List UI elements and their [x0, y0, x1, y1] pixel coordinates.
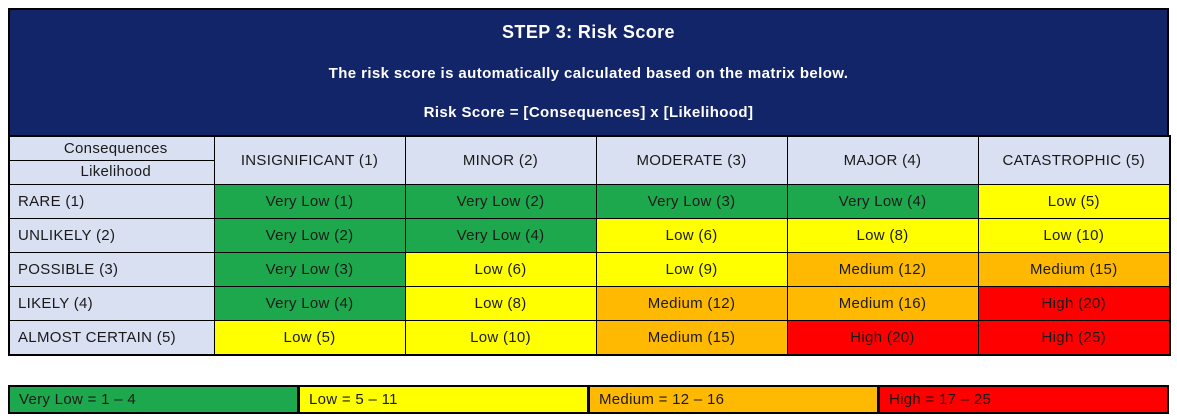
column-header-major: MAJOR (4): [786, 135, 979, 185]
row-label: ALMOST CERTAIN (5): [8, 320, 215, 355]
risk-matrix-table: Consequences Likelihood INSIGNIFICANT (1…: [8, 135, 1171, 356]
risk-cell: Medium (12): [595, 286, 788, 321]
matrix-row-unlikely: UNLIKELY (2) Very Low (2) Very Low (4) L…: [8, 218, 1171, 253]
risk-cell: Very Low (2): [404, 184, 597, 219]
risk-cell: Very Low (1): [213, 184, 406, 219]
risk-cell: Very Low (3): [595, 184, 788, 219]
column-header-moderate: MODERATE (3): [595, 135, 788, 185]
risk-cell: Low (10): [977, 218, 1171, 253]
risk-cell: Low (9): [595, 252, 788, 287]
risk-cell: High (25): [977, 320, 1171, 355]
risk-cell: Medium (15): [977, 252, 1171, 287]
risk-cell: Low (5): [977, 184, 1171, 219]
risk-cell: High (20): [786, 320, 979, 355]
risk-cell: Very Low (2): [213, 218, 406, 253]
risk-score-formula: Risk Score = [Consequences] x [Likelihoo…: [423, 104, 754, 121]
row-label: POSSIBLE (3): [8, 252, 215, 287]
likelihood-label: Likelihood: [80, 163, 152, 180]
corner-cell: Consequences Likelihood: [8, 135, 215, 185]
column-header-insignificant: INSIGNIFICANT (1): [213, 135, 406, 185]
legend-high: High = 17 – 25: [879, 385, 1169, 414]
risk-cell: Low (6): [404, 252, 597, 287]
risk-cell: Low (6): [595, 218, 788, 253]
matrix-row-possible: POSSIBLE (3) Very Low (3) Low (6) Low (9…: [8, 252, 1171, 287]
legend-very-low: Very Low = 1 – 4: [8, 385, 299, 414]
risk-cell: Very Low (3): [213, 252, 406, 287]
risk-cell: High (20): [977, 286, 1171, 321]
column-header-catastrophic: CATASTROPHIC (5): [977, 135, 1171, 185]
risk-cell: Low (10): [404, 320, 597, 355]
risk-matrix-block: STEP 3: Risk Score The risk score is aut…: [8, 8, 1171, 356]
matrix-row-rare: RARE (1) Very Low (1) Very Low (2) Very …: [8, 184, 1171, 219]
row-label: RARE (1): [8, 184, 215, 219]
banner-subtitle: The risk score is automatically calculat…: [328, 65, 849, 82]
risk-cell: Low (8): [404, 286, 597, 321]
risk-cell: Medium (12): [786, 252, 979, 287]
risk-cell: Very Low (4): [786, 184, 979, 219]
risk-cell: Very Low (4): [404, 218, 597, 253]
row-label: LIKELY (4): [8, 286, 215, 321]
matrix-header-row: Consequences Likelihood INSIGNIFICANT (1…: [8, 135, 1171, 185]
risk-cell: Low (8): [786, 218, 979, 253]
risk-cell: Medium (15): [595, 320, 788, 355]
risk-cell: Very Low (4): [213, 286, 406, 321]
risk-cell: Medium (16): [786, 286, 979, 321]
step3-banner: STEP 3: Risk Score The risk score is aut…: [8, 8, 1169, 135]
risk-legend: Very Low = 1 – 4 Low = 5 – 11 Medium = 1…: [8, 385, 1169, 414]
legend-low: Low = 5 – 11: [299, 385, 589, 414]
matrix-row-almost-certain: ALMOST CERTAIN (5) Low (5) Low (10) Medi…: [8, 320, 1171, 355]
matrix-row-likely: LIKELY (4) Very Low (4) Low (8) Medium (…: [8, 286, 1171, 321]
page-title: STEP 3: Risk Score: [502, 22, 675, 42]
column-header-minor: MINOR (2): [404, 135, 597, 185]
legend-medium: Medium = 12 – 16: [589, 385, 879, 414]
row-label: UNLIKELY (2): [8, 218, 215, 253]
consequences-label: Consequences: [10, 137, 213, 161]
risk-cell: Low (5): [213, 320, 406, 355]
